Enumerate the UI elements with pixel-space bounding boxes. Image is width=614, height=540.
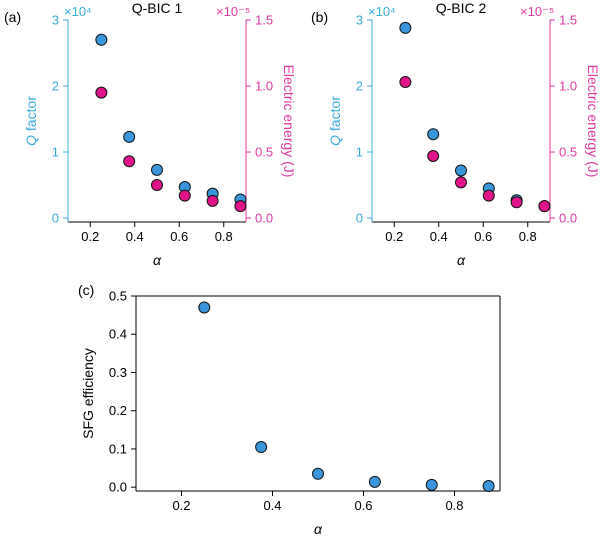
panel-b-x-tick-label: 0.6 bbox=[474, 229, 492, 244]
panel-a-right-tick-label: 0.5 bbox=[255, 145, 273, 160]
panel-a-left-multiplier: ×10⁴ bbox=[64, 4, 92, 19]
panel-b-y-tick-label: 2 bbox=[356, 79, 363, 94]
panel-c-sfg-point bbox=[198, 301, 211, 314]
panel-c-x-label: α bbox=[314, 521, 323, 537]
panel-c-x-tick-label: 0.8 bbox=[445, 498, 463, 513]
panel-c-y-tick-label: 0.3 bbox=[109, 365, 127, 380]
panel-a-energy-point bbox=[151, 179, 163, 192]
panel-a-energy-point bbox=[206, 194, 219, 207]
panel-b-y-tick-label: 3 bbox=[356, 13, 363, 28]
panel-a-title: Q-BIC 1 bbox=[132, 0, 183, 16]
panel-a-y-tick-label: 0 bbox=[52, 211, 59, 226]
panel-b-right-axis-label: Electric energy (J) bbox=[585, 65, 601, 178]
panel-a-q-point bbox=[95, 33, 108, 46]
panel-c-sfg-point bbox=[368, 475, 381, 488]
panel-a-x-tick-label: 0.2 bbox=[81, 229, 99, 244]
panel-c-sfg-point bbox=[482, 480, 495, 493]
panel-b-label: (b) bbox=[311, 9, 328, 25]
panel-a-label: (a) bbox=[4, 9, 21, 25]
panel-b-left-axis-label: Q factor bbox=[327, 96, 343, 146]
panel-b-x-tick-label: 0.4 bbox=[430, 229, 448, 244]
panel-a-x-label: α bbox=[153, 252, 162, 268]
panel-a-right-multiplier: ×10⁻⁵ bbox=[216, 4, 250, 19]
panel-a-right-tick-label: 1.0 bbox=[255, 79, 273, 94]
panel-c-sfg-point bbox=[312, 467, 324, 480]
panel-a-y-tick-label: 1 bbox=[52, 145, 59, 160]
panel-c-y-axis-label: SFG efficiency bbox=[80, 348, 96, 439]
panel-b-right-multiplier: ×10⁻⁵ bbox=[520, 4, 554, 19]
panel-b-x-tick-label: 0.2 bbox=[385, 229, 403, 244]
panel-b-x-label: α bbox=[457, 252, 466, 268]
panel-b-right-tick-label: 1.0 bbox=[559, 79, 577, 94]
panel-c-x-tick-label: 0.4 bbox=[263, 498, 281, 513]
panel-a-y-tick-label: 3 bbox=[52, 13, 59, 28]
panel-b-energy-point bbox=[510, 196, 523, 209]
panel-a-right-axis-label: Electric energy (J) bbox=[281, 65, 297, 178]
panel-b-y-tick-label: 1 bbox=[356, 145, 363, 160]
panel-a-q-point bbox=[151, 163, 163, 176]
panel-c-y-tick-label: 0.4 bbox=[109, 327, 127, 342]
panel-c-sfg-point bbox=[425, 478, 438, 491]
panel-b-energy-point bbox=[399, 76, 412, 89]
panel-a-x-tick-label: 0.4 bbox=[126, 229, 144, 244]
panel-b-left-multiplier: ×10⁴ bbox=[368, 4, 396, 19]
panel-c-y-tick-label: 0.5 bbox=[109, 289, 127, 304]
panel-a-energy-point bbox=[178, 189, 191, 202]
panel-c-sfg-point bbox=[255, 441, 268, 454]
panel-b-right-tick-label: 1.5 bbox=[559, 13, 577, 28]
panel-a-left-axis-label: Q factor bbox=[23, 96, 39, 146]
panel-c-y-tick-label: 0.1 bbox=[109, 441, 127, 456]
panel-a-energy-point bbox=[95, 86, 108, 99]
panel-c-y-tick-label: 0.2 bbox=[109, 403, 127, 418]
panel-b-x-tick-label: 0.8 bbox=[519, 229, 537, 244]
panel-a-right-tick-label: 0.0 bbox=[255, 211, 273, 226]
panel-a-q-point bbox=[123, 130, 136, 143]
panel-b-q-point bbox=[427, 128, 440, 141]
panel-b-energy-point bbox=[538, 200, 551, 213]
panel-a-x-tick-label: 0.6 bbox=[170, 229, 188, 244]
panel-b-title: Q-BIC 2 bbox=[436, 0, 487, 16]
panel-a-right-tick-label: 1.5 bbox=[255, 13, 273, 28]
panel-b-q-point bbox=[455, 164, 467, 177]
panel-b-right-tick-label: 0.5 bbox=[559, 145, 577, 160]
panel-b-energy-point bbox=[455, 176, 467, 189]
panel-b-right-tick-label: 0.0 bbox=[559, 211, 577, 226]
panel-b-y-tick-label: 0 bbox=[356, 211, 363, 226]
panel-c-label: (c) bbox=[78, 282, 94, 298]
panel-c-y-tick-label: 0.0 bbox=[109, 480, 127, 495]
panel-a-energy-point bbox=[123, 155, 136, 168]
panel-c-x-tick-label: 0.6 bbox=[354, 498, 372, 513]
panel-b-energy-point bbox=[427, 149, 440, 162]
panel-b-energy-point bbox=[482, 189, 495, 202]
panel-a-x-tick-label: 0.8 bbox=[215, 229, 233, 244]
panel-c-x-tick-label: 0.2 bbox=[172, 498, 190, 513]
panel-a-y-tick-label: 2 bbox=[52, 79, 59, 94]
panel-a-energy-point bbox=[234, 200, 247, 213]
panel-b-q-point bbox=[399, 21, 412, 34]
